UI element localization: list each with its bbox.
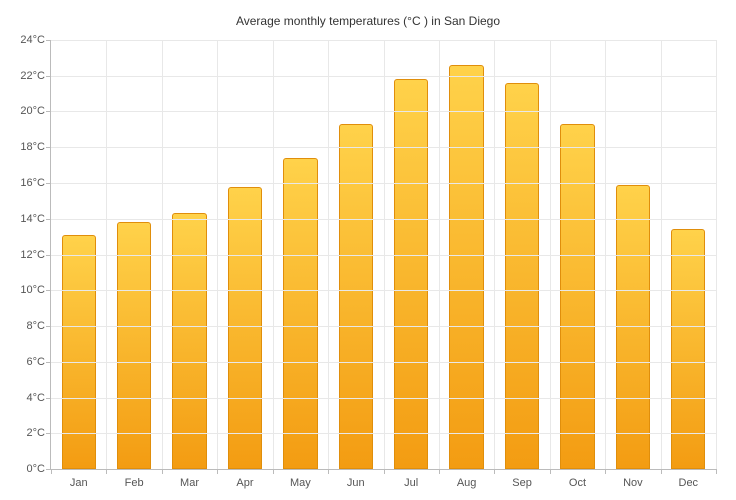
- x-tick-mark: [494, 469, 495, 474]
- y-tick-label: 16°C: [20, 177, 51, 189]
- bar: [449, 65, 483, 469]
- chart-title: Average monthly temperatures (°C ) in Sa…: [0, 0, 736, 28]
- y-tick-label: 6°C: [27, 356, 51, 368]
- y-tick-label: 14°C: [20, 213, 51, 225]
- vgridline: [494, 40, 495, 469]
- vgridline: [439, 40, 440, 469]
- x-tick-mark: [51, 469, 52, 474]
- vgridline: [384, 40, 385, 469]
- y-tick-label: 12°C: [20, 249, 51, 261]
- x-tick-label: Apr: [236, 469, 253, 489]
- y-tick-label: 22°C: [20, 70, 51, 82]
- x-tick-label: May: [290, 469, 311, 489]
- x-tick-mark: [605, 469, 606, 474]
- x-tick-label: Aug: [457, 469, 477, 489]
- vgridline: [217, 40, 218, 469]
- x-tick-mark: [328, 469, 329, 474]
- bar: [117, 222, 151, 469]
- x-tick-mark: [384, 469, 385, 474]
- vgridline: [328, 40, 329, 469]
- x-tick-mark: [273, 469, 274, 474]
- vgridline: [273, 40, 274, 469]
- bar: [172, 213, 206, 469]
- x-tick-label: Dec: [679, 469, 699, 489]
- x-tick-label: Oct: [569, 469, 586, 489]
- x-tick-mark: [550, 469, 551, 474]
- x-tick-label: Jun: [347, 469, 365, 489]
- y-tick-label: 8°C: [27, 320, 51, 332]
- x-tick-mark: [162, 469, 163, 474]
- x-tick-label: Feb: [125, 469, 144, 489]
- y-tick-label: 2°C: [27, 427, 51, 439]
- bar: [505, 83, 539, 469]
- x-tick-label: Sep: [512, 469, 532, 489]
- bar: [228, 187, 262, 469]
- x-tick-label: Mar: [180, 469, 199, 489]
- y-tick-label: 18°C: [20, 141, 51, 153]
- vgridline: [716, 40, 717, 469]
- x-tick-label: Jan: [70, 469, 88, 489]
- x-tick-mark: [716, 469, 717, 474]
- y-tick-label: 0°C: [27, 463, 51, 475]
- vgridline: [550, 40, 551, 469]
- bar: [339, 124, 373, 469]
- plot-area: 0°C2°C4°C6°C8°C10°C12°C14°C16°C18°C20°C2…: [50, 40, 716, 470]
- bar: [394, 79, 428, 469]
- vgridline: [605, 40, 606, 469]
- x-tick-label: Jul: [404, 469, 418, 489]
- bar: [283, 158, 317, 469]
- y-tick-label: 24°C: [20, 34, 51, 46]
- bar: [560, 124, 594, 469]
- y-tick-label: 20°C: [20, 105, 51, 117]
- y-tick-label: 4°C: [27, 392, 51, 404]
- y-tick-label: 10°C: [20, 284, 51, 296]
- x-tick-mark: [439, 469, 440, 474]
- vgridline: [106, 40, 107, 469]
- x-tick-mark: [661, 469, 662, 474]
- x-tick-label: Nov: [623, 469, 643, 489]
- temperature-chart: Average monthly temperatures (°C ) in Sa…: [0, 0, 736, 500]
- x-tick-mark: [106, 469, 107, 474]
- x-tick-mark: [217, 469, 218, 474]
- vgridline: [661, 40, 662, 469]
- vgridline: [162, 40, 163, 469]
